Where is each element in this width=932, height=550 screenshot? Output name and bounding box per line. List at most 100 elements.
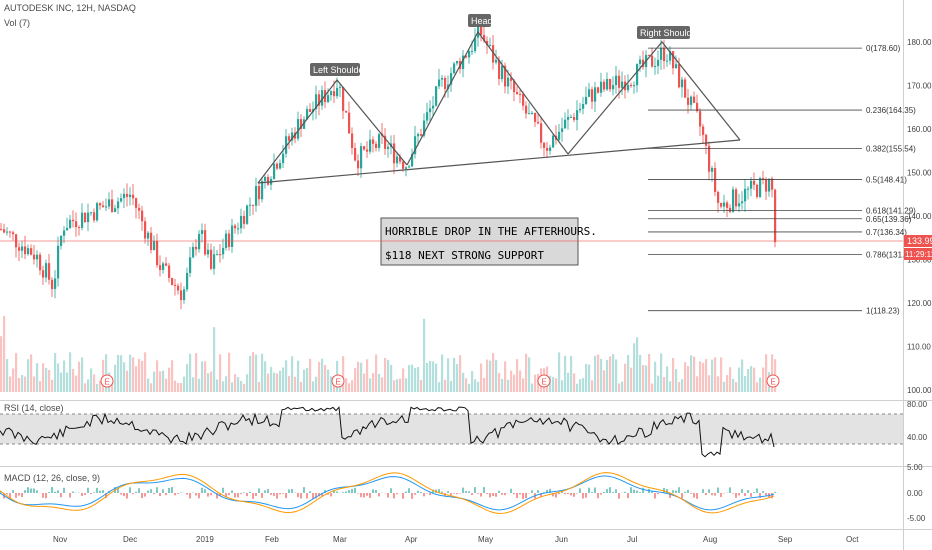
volume-bar	[231, 382, 234, 392]
candle-body	[81, 212, 84, 228]
candle-body	[453, 63, 456, 74]
volume-bar	[63, 360, 66, 392]
candle-body	[174, 284, 177, 286]
candle-body	[276, 163, 279, 169]
macd-histogram-bar	[414, 493, 416, 495]
macd-histogram-bar	[666, 489, 668, 493]
candle-body	[378, 133, 381, 148]
left-shoulder-lines	[257, 79, 408, 184]
candle-body	[615, 75, 618, 86]
candle-body	[42, 270, 45, 278]
candle-body	[420, 134, 423, 136]
candle-body	[462, 55, 465, 69]
candle-body	[606, 78, 609, 90]
volume-bar	[726, 375, 729, 392]
macd-histogram-bar	[735, 493, 737, 498]
macd-histogram-bar	[30, 488, 32, 493]
volume-bar	[33, 376, 36, 392]
candle-body	[93, 212, 96, 221]
macd-histogram-bar	[462, 487, 464, 493]
candle-body	[666, 60, 669, 62]
macd-tick-label: 0.00	[907, 489, 923, 498]
macd-histogram-bar	[501, 493, 503, 495]
macd-histogram-bar	[471, 493, 473, 495]
volume-bar	[450, 380, 453, 392]
macd-histogram-bar	[282, 493, 284, 494]
candle-body	[564, 119, 567, 129]
volume-bar	[657, 375, 660, 392]
macd-histogram-bar	[318, 493, 320, 497]
candle-body	[621, 81, 624, 88]
symbol-title: AUTODESK INC, 12H, NASDAQ	[4, 3, 136, 13]
candle-body	[627, 84, 630, 91]
candle-body	[753, 180, 756, 185]
macd-histogram-bar	[633, 489, 635, 493]
candle-body	[99, 203, 102, 206]
macd-histogram-bar	[237, 493, 239, 498]
macd-histogram-bar	[618, 493, 620, 499]
macd-histogram-bar	[138, 488, 140, 493]
macd-histogram-bar	[477, 493, 479, 494]
macd-histogram-bar	[744, 493, 746, 496]
volume-bar	[651, 383, 654, 392]
candle-body	[693, 96, 696, 103]
volume-bar	[39, 381, 42, 392]
volume-bar	[207, 373, 210, 392]
macd-histogram-bar	[258, 488, 260, 493]
macd-histogram-bar	[702, 489, 704, 493]
macd-histogram-bar	[693, 493, 695, 498]
macd-histogram-bar	[765, 493, 767, 496]
candle-body	[441, 77, 444, 80]
fib-level-label: 0(178.60)	[866, 44, 901, 53]
macd-histogram-bar	[627, 493, 629, 499]
macd-histogram-bar	[9, 493, 11, 499]
earnings-marker-label: E	[542, 378, 547, 387]
volume-bar	[735, 382, 738, 392]
macd-histogram-bar	[456, 493, 458, 495]
candle-body	[699, 111, 702, 127]
volume-bar	[252, 352, 255, 392]
candle-body	[126, 193, 129, 197]
candle-body	[129, 194, 132, 197]
volume-bar	[315, 376, 318, 392]
earnings-marker	[100, 374, 114, 388]
volume-bar	[582, 378, 585, 392]
candle-body	[78, 227, 81, 229]
macd-histogram-bar	[306, 493, 308, 499]
candle-body	[591, 89, 594, 102]
candle-body	[558, 131, 561, 140]
volume-bar	[144, 352, 147, 392]
macd-histogram-bar	[348, 490, 350, 493]
macd-histogram-bar	[423, 493, 425, 497]
macd-histogram-bar	[498, 490, 500, 493]
volume-bar	[720, 357, 723, 392]
volume-bar	[24, 376, 27, 392]
candle-body	[525, 105, 528, 114]
volume-bar	[483, 378, 486, 392]
candle-body	[429, 108, 432, 113]
candle-body	[306, 109, 309, 120]
candle-body	[180, 290, 183, 301]
fib-level-label: 0.5(148.41)	[866, 175, 907, 184]
volume-bar	[519, 370, 522, 392]
macd-histogram-bar	[24, 490, 26, 493]
volume-bar	[432, 361, 435, 392]
time-tick-label: Oct	[846, 535, 859, 544]
macd-histogram-bar	[42, 493, 44, 498]
candle-body	[423, 120, 426, 136]
volume-bar	[270, 366, 273, 392]
macd-histogram-bar	[60, 493, 62, 498]
macd-histogram-bar	[540, 493, 542, 498]
macd-histogram-bar	[732, 493, 734, 494]
candle-body	[195, 246, 198, 250]
volume-bar	[687, 366, 690, 392]
macd-histogram-bar	[678, 487, 680, 493]
macd-tick-label: -5.00	[907, 514, 926, 523]
macd-histogram-bar	[6, 493, 8, 495]
candle-body	[687, 97, 690, 105]
volume-bar	[390, 364, 393, 392]
macd-histogram-bar	[705, 493, 707, 496]
volume-bar	[387, 359, 390, 392]
candle-body	[162, 263, 165, 270]
volume-bar	[690, 355, 693, 392]
